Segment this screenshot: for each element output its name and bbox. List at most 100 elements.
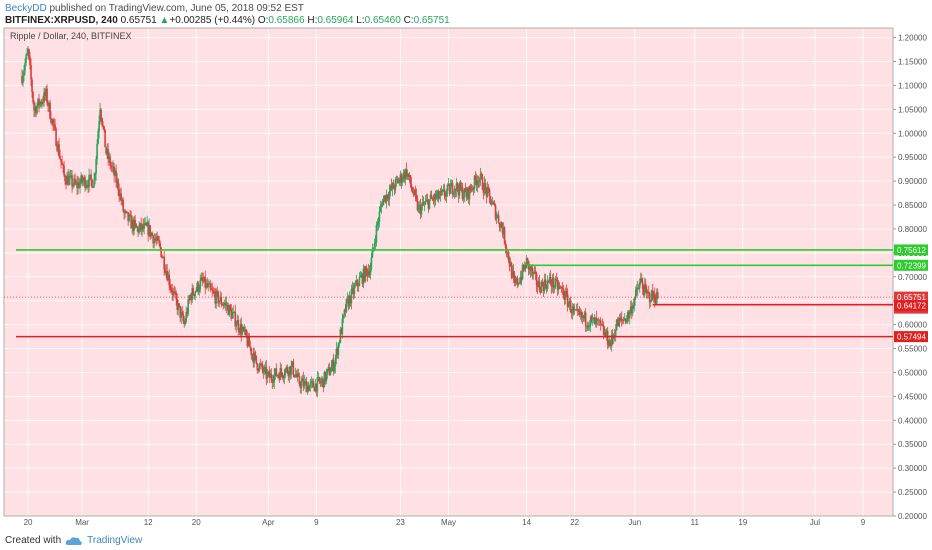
candle-body	[141, 224, 143, 231]
candle-body	[54, 124, 56, 129]
candle-body	[625, 318, 628, 323]
candle-body	[220, 296, 223, 305]
candle-body	[106, 149, 108, 154]
x-tick-label: 19	[738, 518, 747, 527]
candle-body	[73, 178, 75, 185]
candle-body	[338, 342, 341, 344]
candle-body	[36, 105, 38, 114]
x-tick-label: 12	[144, 518, 153, 527]
candle-body	[494, 205, 497, 219]
candle-body	[127, 212, 129, 221]
candle-body	[326, 369, 329, 374]
plot-frame	[3, 27, 894, 517]
candle-body	[323, 371, 326, 388]
candle-body	[252, 354, 255, 363]
candle-body	[182, 313, 185, 321]
candle-body	[608, 340, 611, 347]
candle-body	[175, 292, 177, 300]
x-tick-label: 20	[192, 518, 201, 527]
candle-body	[157, 236, 159, 241]
candle-body	[315, 383, 318, 392]
candle-body	[225, 302, 228, 307]
candle-body	[614, 330, 617, 337]
candle-body	[100, 109, 102, 118]
candle-body	[430, 194, 433, 199]
candle-body	[158, 240, 160, 244]
candle-body	[512, 270, 515, 277]
candle-body	[75, 182, 77, 184]
price-line-3-tag	[894, 300, 928, 312]
candle-body	[90, 174, 92, 180]
candle-body	[131, 219, 133, 229]
candle-body	[633, 297, 636, 306]
candle-body	[313, 387, 316, 392]
candle-body	[594, 317, 597, 325]
candle-body	[568, 300, 571, 304]
candle-body	[628, 311, 631, 319]
candle-body	[632, 305, 635, 307]
candle-body	[92, 186, 94, 188]
candle-body	[50, 118, 52, 123]
candle-body	[378, 211, 381, 222]
candle-body	[254, 352, 257, 356]
candle-body	[210, 287, 213, 290]
candle-body	[37, 98, 39, 106]
tradingview-link[interactable]: TradingView	[87, 535, 143, 546]
candle-body	[134, 220, 136, 224]
candle-body	[575, 308, 578, 310]
candle-body	[654, 301, 657, 304]
candle-body	[491, 202, 494, 205]
candle-body	[498, 223, 501, 228]
candle-body	[528, 265, 531, 270]
candle-body	[509, 262, 512, 267]
candle-body	[564, 291, 567, 300]
candle-body	[622, 320, 625, 321]
candle-body	[392, 183, 395, 189]
x-tick-label: May	[441, 518, 456, 527]
candle-body	[111, 166, 113, 168]
candle-body	[630, 306, 633, 314]
candle-body	[541, 282, 544, 285]
candle-body	[435, 195, 438, 199]
price-line-1-tag	[894, 244, 928, 256]
candle-body	[163, 256, 165, 270]
candle-body	[43, 92, 45, 103]
author-link[interactable]: BeckyDD	[5, 3, 47, 14]
symbol-info: BITFINEX:XRPUSD, 240 0.65751 ▲+0.00285 (…	[5, 15, 450, 26]
candle-body	[28, 49, 30, 58]
candle-body	[249, 346, 252, 348]
candle-body	[250, 347, 253, 356]
candle-body	[179, 305, 181, 318]
candle-body	[458, 182, 461, 196]
candle-body	[453, 188, 456, 194]
candle-body	[484, 182, 487, 189]
candle-body	[230, 309, 233, 319]
candle-body	[169, 285, 171, 288]
candle-body	[606, 330, 609, 345]
candle-body	[398, 179, 401, 184]
candle-body	[271, 378, 274, 383]
candle-body	[263, 367, 266, 373]
candle-body	[456, 183, 459, 190]
candle-body	[236, 320, 239, 325]
candle-body	[401, 179, 404, 183]
candle-body	[25, 55, 27, 64]
candle-body	[168, 274, 170, 286]
candle-body	[71, 175, 73, 187]
candle-body	[619, 317, 622, 321]
candle-body	[314, 383, 317, 392]
candle-body	[149, 225, 151, 237]
candle-body	[557, 286, 560, 290]
candle-body	[248, 336, 251, 347]
candle-body	[585, 325, 588, 327]
candle-body	[156, 236, 158, 241]
candle-body	[293, 374, 296, 377]
candle-body	[393, 188, 396, 190]
candle-body	[389, 185, 392, 192]
candle-body	[142, 224, 144, 229]
candle-body	[139, 223, 141, 228]
x-tick-label: Jun	[628, 518, 641, 527]
candle-body	[436, 190, 439, 196]
candle-body	[626, 312, 629, 319]
